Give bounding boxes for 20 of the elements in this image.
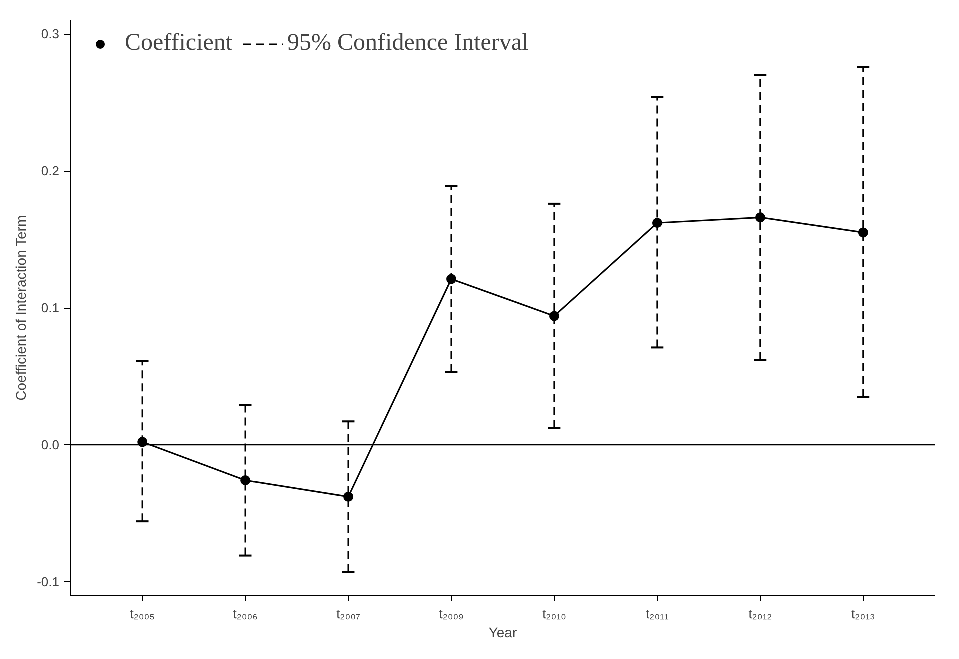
x-tick-label: t₂₀₀₅ bbox=[130, 606, 155, 622]
y-tick-label: 0.0 bbox=[41, 437, 60, 452]
x-axis-title: Year bbox=[488, 624, 518, 640]
y-axis-title: Coefficient of Interaction Term bbox=[13, 215, 30, 401]
x-tick-label: t₂₀₁₁ bbox=[646, 606, 670, 622]
annotation: 95% Confidence Interval bbox=[288, 30, 529, 57]
x-tick-label: t₂₀₁₃ bbox=[852, 606, 876, 622]
point bbox=[755, 212, 766, 223]
point bbox=[858, 228, 868, 238]
y-tick-label: 0.2 bbox=[41, 164, 60, 179]
x-tick-label: t₂₀₀₇ bbox=[336, 606, 362, 622]
legend-label: Coefficient bbox=[125, 30, 233, 57]
y-tick-label: 0.3 bbox=[41, 26, 60, 42]
x-tick-label: t₂₀₁₂ bbox=[748, 606, 772, 622]
x-tick-label: t₂₀₀₉ bbox=[439, 606, 464, 622]
point bbox=[240, 476, 251, 486]
x-tick-label: t₂₀₀₆ bbox=[233, 606, 258, 622]
y-tick-label: -0.1 bbox=[37, 574, 60, 590]
x-tick-label: t₂₀₁₀ bbox=[542, 606, 566, 622]
y-tick-label: 0.1 bbox=[41, 300, 60, 316]
